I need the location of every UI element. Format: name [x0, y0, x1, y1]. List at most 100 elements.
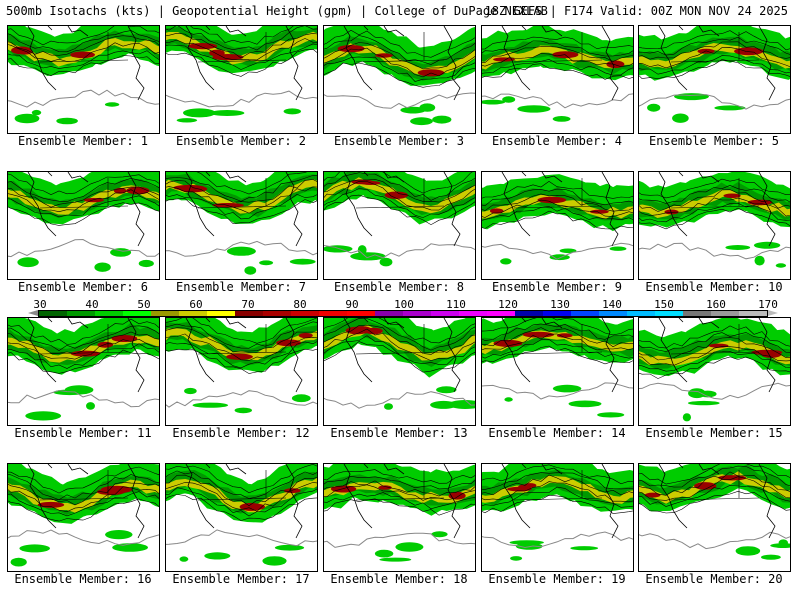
southern-height-contour [166, 390, 317, 408]
jet-streak [8, 479, 159, 513]
ensemble-member-panel [638, 463, 791, 572]
colorbar-tick-label: 120 [498, 298, 518, 311]
wind-blob [289, 258, 316, 265]
wind-blob [183, 108, 216, 118]
colorbar-tick-label: 80 [293, 298, 307, 311]
colorbar-swatch [123, 311, 151, 316]
height-contour [639, 325, 790, 349]
wind-blob [436, 386, 457, 394]
isotach-map [639, 318, 790, 422]
wind-blob [357, 245, 367, 255]
height-contour [482, 472, 633, 490]
colorbar-tick-label: 60 [189, 298, 203, 311]
height-contour [8, 481, 159, 506]
height-contour [482, 327, 633, 348]
political-border [355, 178, 445, 209]
wind-blob [86, 402, 95, 410]
wind-blob [754, 255, 765, 266]
ensemble-member-label: Ensemble Member: 13 [330, 426, 468, 440]
ensemble-member-panel [481, 317, 634, 426]
ensemble-member-label: Ensemble Member: 15 [645, 426, 783, 440]
jet-max [37, 501, 65, 508]
jet-max [606, 60, 625, 69]
colorbar-tick-label: 160 [706, 298, 726, 311]
height-contour [482, 474, 633, 496]
height-contour [639, 332, 790, 353]
wind-blob [350, 252, 386, 261]
ensemble-member-panel [7, 317, 160, 426]
coastline [343, 172, 461, 247]
ensemble-member-panel [7, 171, 160, 280]
wind-blob [17, 257, 39, 268]
height-contour [482, 36, 633, 50]
colorbar-swatch [459, 311, 487, 316]
southern-height-contour [482, 242, 633, 260]
ensemble-member-label: Ensemble Member: 9 [491, 280, 623, 294]
height-contour [8, 325, 159, 351]
isotach-map [482, 26, 633, 122]
height-contour [166, 43, 317, 70]
wind-blob [559, 248, 577, 254]
jet-max [70, 350, 101, 357]
wind-blob [379, 257, 393, 267]
colorbar-swatch [739, 311, 767, 316]
height-contour [639, 471, 790, 496]
wind-blob [517, 105, 551, 113]
colorbar-tick-label: 50 [137, 298, 151, 311]
wind-blob [674, 93, 709, 101]
height-contour [324, 172, 475, 201]
height-contour [8, 486, 159, 513]
ensemble-member-label: Ensemble Member: 16 [14, 572, 152, 586]
height-contour [639, 476, 790, 501]
wind-blob [770, 543, 790, 548]
height-contour [166, 32, 317, 59]
height-contour [482, 318, 633, 336]
jet-max [507, 486, 532, 492]
ensemble-member-label: Ensemble Member: 10 [645, 280, 783, 294]
wind-blob [761, 554, 781, 560]
height-contour [639, 36, 790, 56]
wind-blob [138, 259, 154, 268]
height-contour [482, 193, 633, 212]
political-border [197, 324, 287, 355]
coastline [501, 318, 619, 393]
colorbar-tick-label: 100 [394, 298, 414, 311]
wind-blob [244, 266, 257, 275]
southern-height-contour [482, 531, 633, 549]
height-contour [639, 55, 790, 75]
isotach-map [166, 172, 317, 275]
wind-blob [259, 260, 274, 266]
height-contour [166, 179, 317, 203]
jet-max [212, 203, 244, 208]
height-contour [324, 498, 475, 516]
height-contour [166, 26, 317, 51]
isotach-colorbar: 30 40 50 60 70 80 90 100 110 120 130 140 150 160 170 [28, 298, 788, 320]
height-contour [324, 469, 475, 484]
coastline [343, 318, 461, 393]
wind-blob [775, 263, 787, 268]
ensemble-member-label: Ensemble Member: 18 [330, 572, 468, 586]
jet-max [351, 179, 374, 185]
southern-height-contour [324, 243, 475, 259]
coastline [185, 26, 303, 101]
height-contour [8, 195, 159, 218]
header-run-info: 18Z GEFS | F174 Valid: 00Z MON NOV 24 20… [484, 4, 788, 18]
height-contour [482, 464, 633, 485]
height-contour [639, 207, 790, 230]
jet-max [283, 488, 301, 494]
jet-streak [639, 189, 790, 218]
wind-blob [379, 557, 412, 562]
ensemble-member-label: Ensemble Member: 3 [333, 134, 465, 148]
height-contour [482, 188, 633, 207]
political-border [355, 470, 445, 501]
southern-height-contour [639, 94, 790, 110]
height-contour [166, 494, 317, 521]
isotach-map [166, 318, 317, 414]
jet-max [330, 485, 357, 493]
ensemble-member-panel [481, 463, 634, 572]
height-contour [8, 202, 159, 226]
political-border [355, 324, 445, 355]
height-contour [8, 26, 159, 46]
wind-blob [395, 542, 424, 552]
isotach-map [324, 26, 475, 126]
